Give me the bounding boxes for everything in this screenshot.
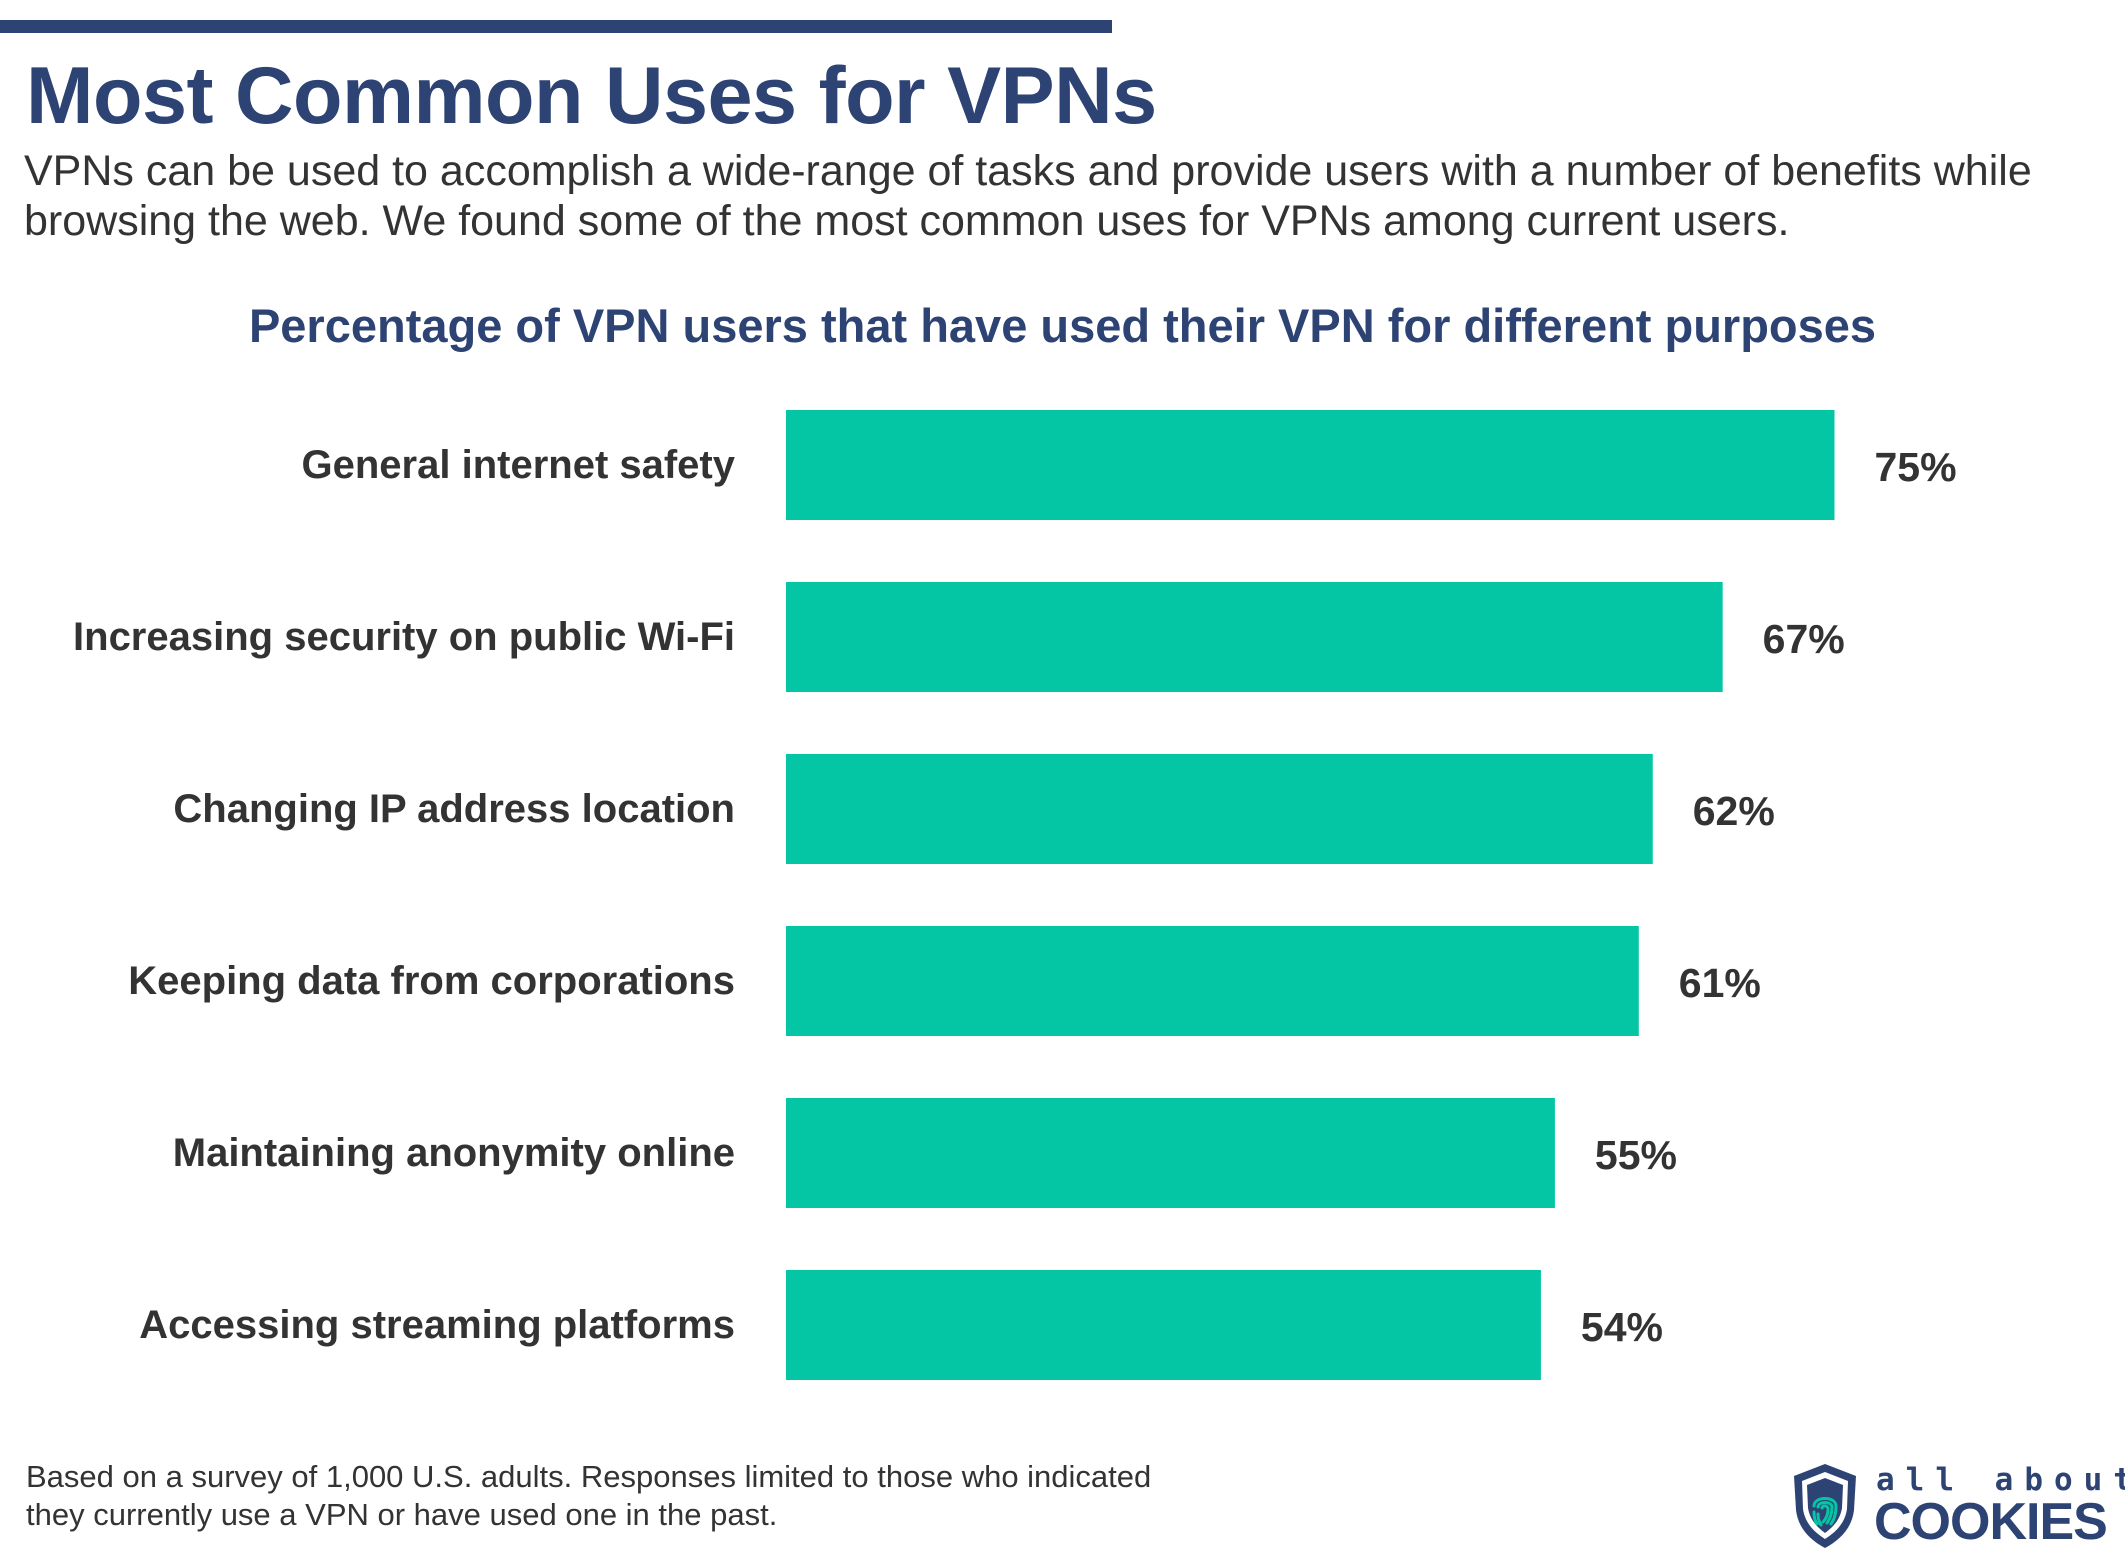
bar-chart: General internet safety 75% Increasing sec… bbox=[73, 410, 1957, 1380]
value-label-1: 67% bbox=[1763, 616, 1845, 662]
bar-3 bbox=[786, 926, 1639, 1036]
value-label-3: 61% bbox=[1679, 960, 1761, 1006]
footnote: Based on a survey of 1,000 U.S. adults. … bbox=[26, 1459, 1152, 1532]
value-label-0: 75% bbox=[1875, 444, 1957, 490]
category-label-4: Maintaining anonymity online bbox=[173, 1131, 735, 1175]
category-label-1: Increasing security on public Wi-Fi bbox=[73, 615, 735, 659]
bar-2 bbox=[786, 754, 1653, 864]
brand-logo: all about COOKIES bbox=[1790, 1462, 2125, 1552]
logo-line-1: all about bbox=[1876, 1462, 2125, 1498]
value-label-2: 62% bbox=[1693, 788, 1775, 834]
bar-4 bbox=[786, 1098, 1555, 1208]
top-rule bbox=[0, 20, 1112, 33]
value-label-4: 55% bbox=[1595, 1132, 1677, 1178]
chart-title: Percentage of VPN users that have used t… bbox=[248, 299, 1877, 352]
category-label-0: General internet safety bbox=[302, 443, 736, 487]
bar-5 bbox=[786, 1270, 1541, 1380]
page-title: Most Common Uses for VPNs bbox=[26, 51, 1157, 141]
bar-0 bbox=[786, 410, 1835, 520]
category-label-3: Keeping data from corporations bbox=[128, 959, 735, 1003]
category-label-5: Accessing streaming platforms bbox=[139, 1303, 735, 1347]
logo-line-2: COOKIES bbox=[1874, 1493, 2108, 1551]
shield-fingerprint-icon bbox=[1794, 1464, 1856, 1548]
category-label-2: Changing IP address location bbox=[173, 787, 735, 831]
bar-1 bbox=[786, 582, 1723, 692]
page-subtitle: VPNs can be used to accomplish a wide-ra… bbox=[24, 147, 2032, 245]
value-label-5: 54% bbox=[1581, 1304, 1663, 1350]
